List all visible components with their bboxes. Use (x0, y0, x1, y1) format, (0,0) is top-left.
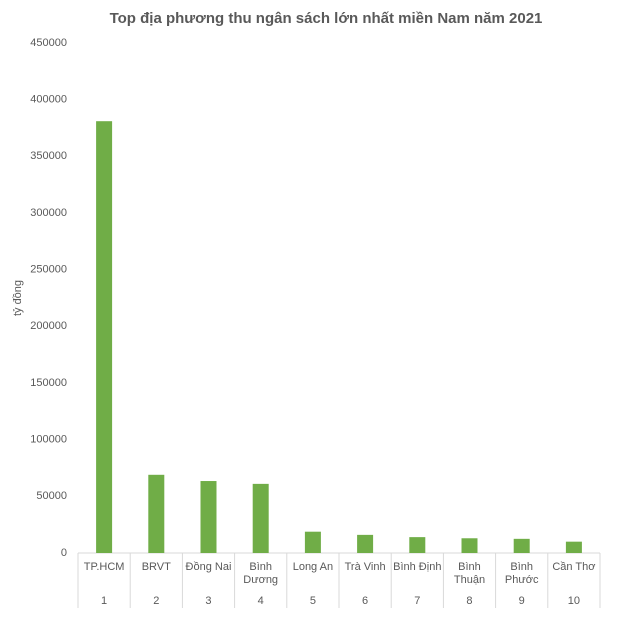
x-tick-label: Bình Phước (504, 561, 539, 586)
y-tick-label: 250000 (30, 264, 67, 276)
x-group-label: 4 (257, 595, 264, 607)
chart-title: Top địa phương thu ngân sách lớn nhất mi… (110, 10, 543, 27)
bar (461, 538, 478, 553)
x-tick-label: Trà Vinh (344, 561, 386, 573)
bar (357, 534, 374, 553)
x-tick-label: Long An (292, 561, 334, 573)
bar (200, 481, 217, 553)
x-tick-label: BRVT (141, 561, 171, 573)
x-tick-label: TP.HCM (83, 561, 125, 573)
x-group-label: 9 (518, 595, 525, 607)
y-tick-label: 0 (61, 547, 67, 559)
x-group-label: 2 (153, 595, 160, 607)
x-tick-label: Bình Dương (243, 561, 279, 586)
y-tick-label: 100000 (30, 434, 67, 446)
bar (96, 121, 113, 553)
x-tick-label: Bình Định (393, 561, 442, 573)
x-tick-label: Đồng Nai (185, 561, 232, 573)
x-group-label: 3 (205, 595, 212, 607)
bar (304, 531, 321, 553)
x-tick-label: Cần Thơ (552, 561, 596, 573)
bar (409, 537, 426, 553)
y-tick-label: 400000 (30, 94, 67, 106)
x-group-label: 7 (414, 595, 421, 607)
x-group-label: 5 (309, 595, 316, 607)
x-group-label: 10 (567, 595, 581, 607)
x-group-label: 8 (466, 595, 473, 607)
y-tick-label: 200000 (30, 320, 67, 332)
y-tick-label: 50000 (36, 490, 67, 502)
x-group-label: 6 (362, 595, 369, 607)
bar (513, 538, 530, 553)
x-tick-label: Bình Thuận (453, 561, 486, 586)
bar (252, 483, 269, 553)
y-axis-label: tỷ đồng (12, 280, 24, 316)
y-tick-label: 150000 (30, 377, 67, 389)
x-group-label: 1 (101, 595, 108, 607)
y-tick-label: 450000 (30, 37, 67, 49)
bar (148, 474, 165, 553)
bar (565, 541, 582, 553)
y-tick-label: 300000 (30, 207, 67, 219)
y-tick-label: 350000 (30, 150, 67, 162)
